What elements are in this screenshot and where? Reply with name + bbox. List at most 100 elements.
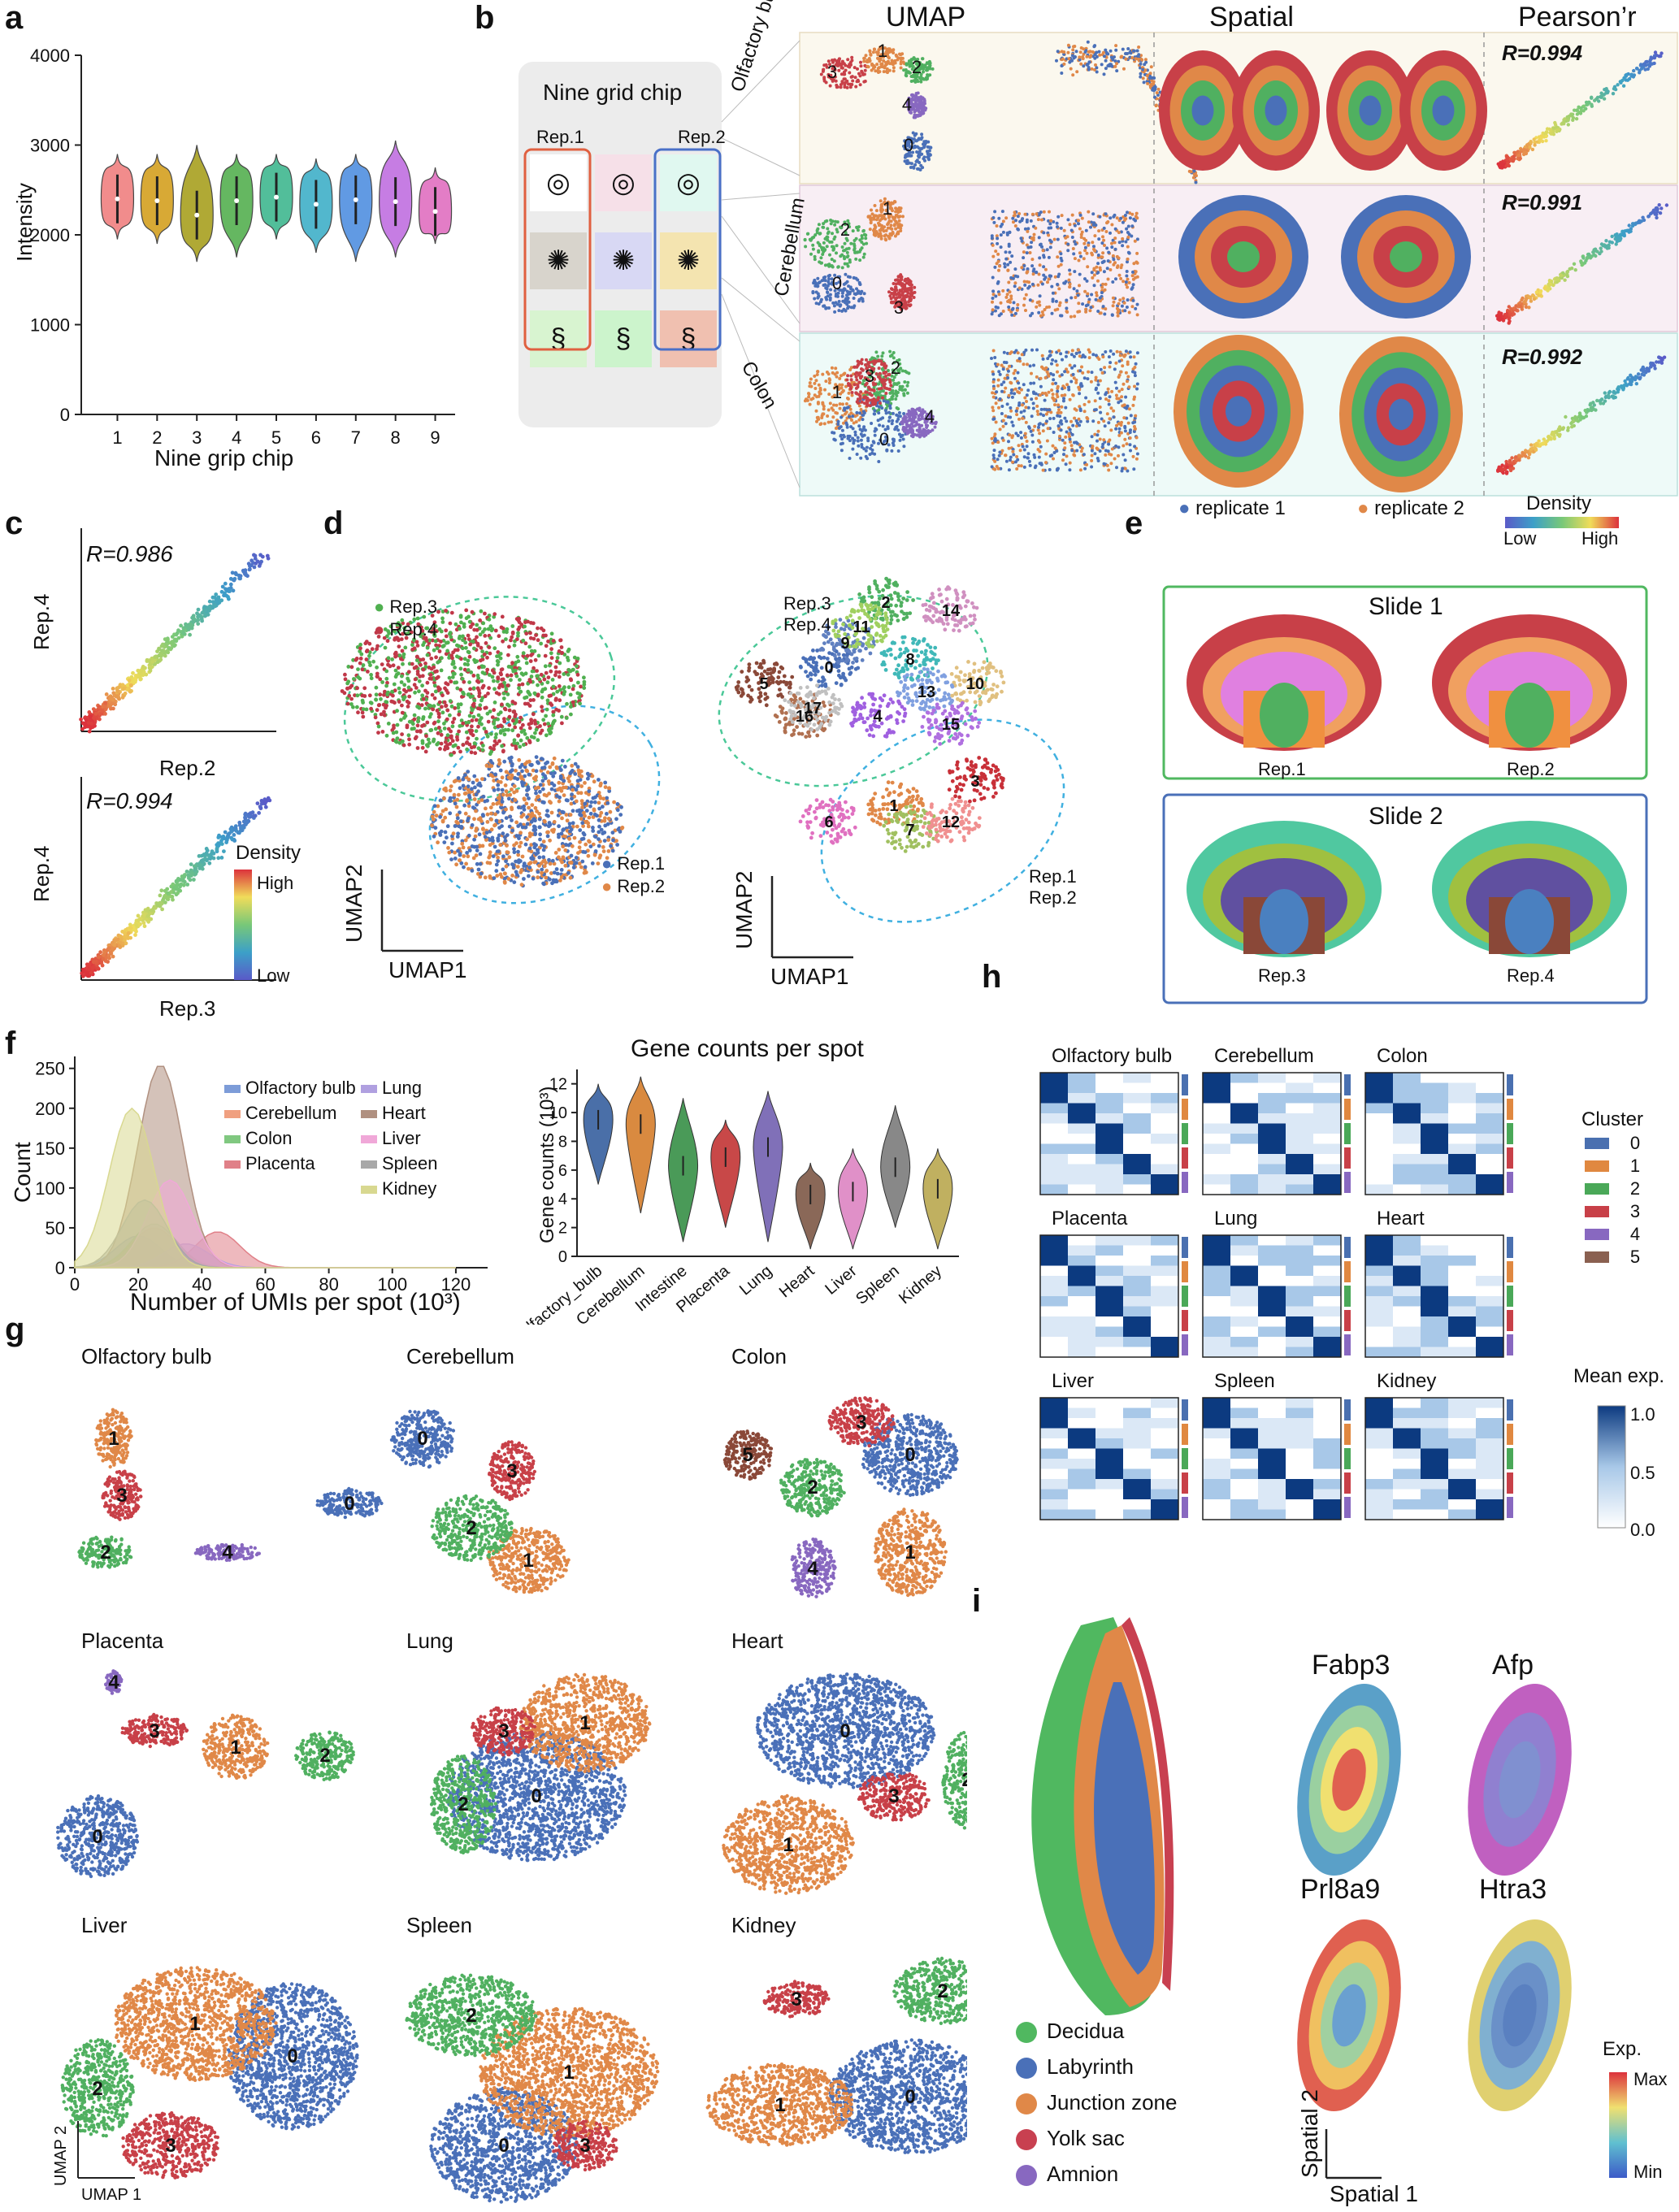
b-umap-point [854,85,857,89]
b-umap-point [897,210,900,213]
b-umap-point [1133,445,1136,448]
b-umap-point [1043,278,1046,281]
b-umap-point [1057,349,1061,353]
b-pearson-point [1651,362,1655,365]
b-umap-point [1048,222,1052,225]
b-umap-point [996,384,1000,388]
b-umap-point [1033,233,1036,236]
b-umap-point [1078,388,1081,391]
b-umap-point [1113,367,1117,371]
b-pearson-point [1505,471,1508,474]
b-pearson-point [1659,211,1662,215]
b-umap-point [1121,388,1124,391]
b-umap-point [1099,297,1102,300]
b-umap-point [887,411,891,414]
b-umap-point [1110,56,1113,59]
b-rep2: Rep.2 [678,127,726,148]
b-pearson-point [1550,132,1553,136]
b-umap-point [1131,271,1135,274]
b-umap-point [1002,380,1005,384]
b-umap-point [1111,448,1114,451]
b-umap-point [1017,464,1021,467]
b-pearson-point [1655,206,1658,210]
b-umap-point [1016,390,1019,393]
b-umap-point [836,220,840,223]
b-umap-point [880,237,883,241]
b-pearson-point [1654,212,1657,215]
b-chip-icon: ◎ [676,167,701,198]
b-umap-point [1056,215,1060,219]
c-scatter-point [111,687,115,691]
b-umap-point [895,382,898,385]
c-scatter-point [111,691,115,695]
b-umap-point [894,235,897,238]
b-umap-point [1112,304,1115,307]
b-umap-point [1142,76,1145,80]
b-umap-point [1007,306,1010,309]
b-umap-point [997,269,1000,272]
b-umap-point [1104,67,1108,70]
b-pearson-point [1604,239,1607,242]
b-spatial-cerebellum [1227,241,1260,272]
b-umap-point [835,251,838,254]
b-umap-point [1095,440,1099,443]
b-umap-point [894,279,897,282]
b-umap-point [923,155,926,158]
b-umap-point [1137,58,1140,61]
b-pearson-point [1547,437,1551,440]
b-umap-point [819,262,822,265]
b-umap-point [1106,412,1109,415]
b-umap-point [857,371,860,375]
b-umap-point [1078,228,1082,231]
b-spatial-olfactory [1433,96,1455,126]
c-scatter-point [215,597,219,601]
b-umap-point [1087,301,1091,304]
b-umap-point [1099,438,1102,441]
b-umap-point [1135,388,1139,391]
b-umap-point [877,359,880,362]
b-umap-point [851,394,854,397]
b-umap-point [1124,396,1127,399]
b-umap-point [900,223,903,227]
b-umap-point [818,384,821,387]
b-umap-point [1000,405,1004,408]
b-umap-point [1124,467,1127,471]
b-umap-point [1082,453,1086,456]
b-umap-point [1056,390,1059,393]
b-umap-point [1133,385,1136,388]
b-umap-point [1094,379,1097,382]
b-umap-point [1003,262,1006,266]
b-umap-point [1030,264,1034,267]
b-umap-point [1096,392,1100,395]
b-umap-point [1063,417,1066,420]
b-umap-point [1000,390,1004,393]
b-umap-point [1039,393,1042,397]
b-umap-point [1109,453,1113,457]
b-umap-point [1109,428,1113,432]
b-umap-point [831,415,835,419]
b-umap-point [1020,219,1023,222]
b-umap-point [1042,423,1045,427]
b-umap-point [834,366,837,370]
b-umap-point [991,216,995,219]
b-pearson-point [1622,85,1625,88]
b-umap-point [1124,52,1127,55]
b-pearson-point [1533,446,1536,449]
b-umap-point [991,244,995,247]
b-umap-point [854,258,857,261]
b-umap-point [892,66,896,69]
b-umap-point [856,80,859,83]
b-umap-point [1123,403,1126,406]
b-umap-point [1059,252,1062,255]
b-umap-point [1101,251,1104,254]
b-umap-point [1126,278,1130,281]
b-umap-point [899,414,902,418]
b-umap-point [1078,273,1082,276]
b-umap-point [1008,468,1011,471]
b-umap-point [1046,440,1049,443]
b-pearson-point [1589,255,1592,258]
b-umap-point [997,406,1000,410]
b-umap-point [1062,399,1065,402]
b-umap-point [1090,306,1093,309]
b-umap-point [901,434,905,437]
